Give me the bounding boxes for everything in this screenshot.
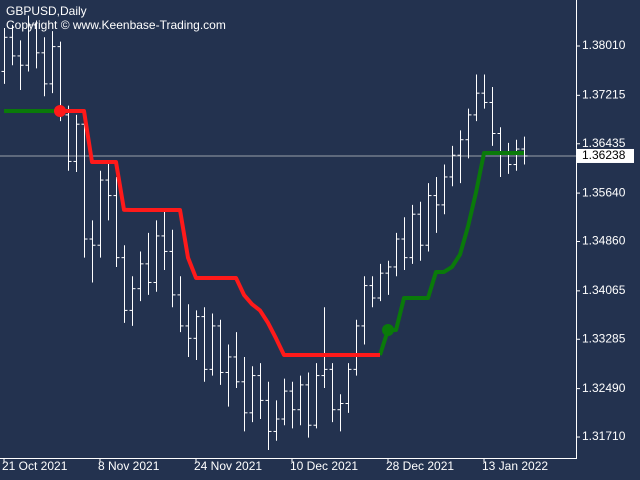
- x-tick-label: 13 Jan 2022: [482, 459, 548, 473]
- y-tick-label: 1.31710: [582, 429, 626, 443]
- y-tick-label: 1.33285: [582, 331, 626, 345]
- y-tick-label: 1.34860: [582, 234, 626, 248]
- x-tick-label: 10 Dec 2021: [290, 459, 358, 473]
- indicator-line: [4, 108, 524, 356]
- current-price-label: 1.36238: [582, 148, 626, 162]
- indicator-line: [60, 108, 380, 357]
- plot-area: [0, 15, 576, 451]
- y-tick-label: 1.32490: [582, 381, 626, 395]
- chart-title: GBPUSD,Daily: [6, 4, 87, 18]
- y-tick-label: 1.37215: [582, 88, 626, 102]
- y-tick-label: 1.36435: [582, 136, 626, 150]
- x-tick-label: 24 Nov 2021: [194, 459, 262, 473]
- y-tick-label: 1.34065: [582, 283, 626, 297]
- x-tick-label: 21 Oct 2021: [2, 459, 68, 473]
- x-tick-label: 8 Nov 2021: [98, 459, 160, 473]
- signal-dot: [54, 104, 66, 117]
- x-tick-label: 28 Dec 2021: [386, 459, 454, 473]
- y-tick-label: 1.35640: [582, 185, 626, 199]
- current-price-box: [577, 148, 634, 163]
- y-tick-label: 1.38010: [582, 38, 626, 52]
- signal-dot: [382, 323, 394, 336]
- copyright: Copyright © www.Keenbase-Trading.com: [6, 18, 226, 32]
